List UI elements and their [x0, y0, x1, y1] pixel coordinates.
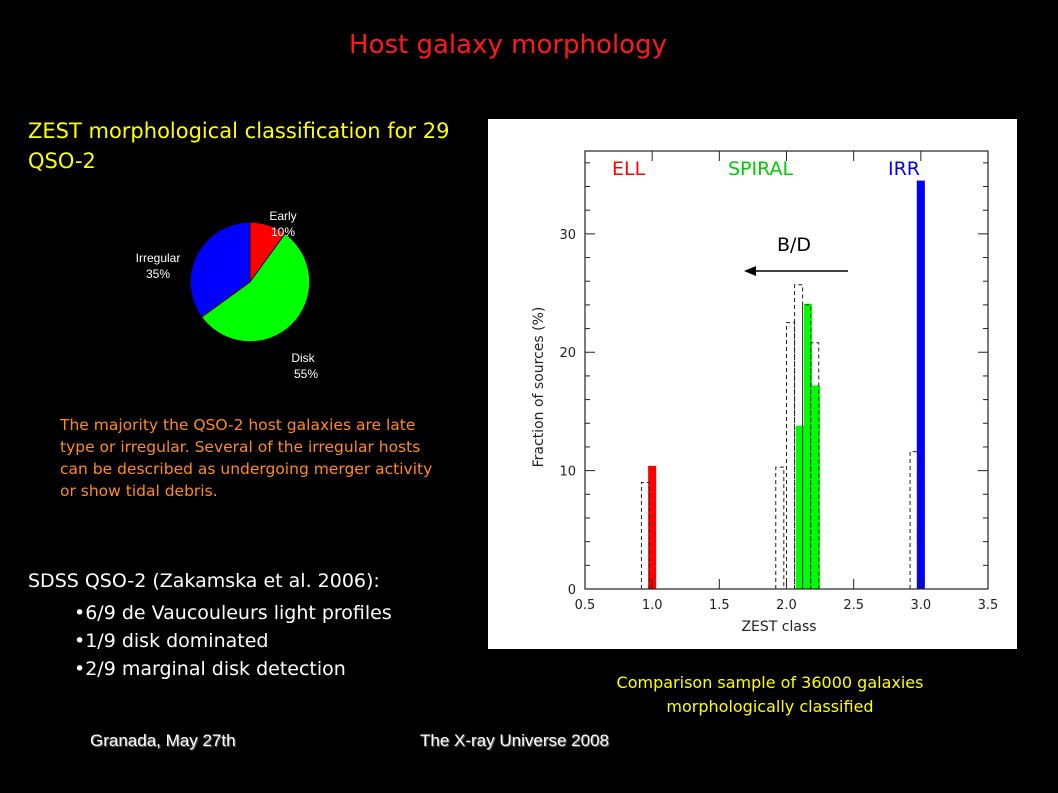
bar-filled	[916, 180, 925, 589]
slide-title: Host galaxy morphology	[349, 30, 667, 60]
bar-filled	[795, 425, 804, 589]
x-axis-label: ZEST class	[741, 619, 816, 635]
pie-percent-early: 10%	[271, 225, 295, 239]
bar-comparison	[786, 322, 796, 589]
zest-heading: ZEST morphological classification for 29…	[28, 119, 450, 173]
footer-location: Granada, May 27th	[90, 731, 236, 750]
list-item: 2/9 marginal disk detection	[74, 655, 392, 683]
bar-comparison	[794, 284, 804, 589]
list-item: 1/9 disk dominated	[74, 627, 392, 655]
pie-label-disk: Disk	[291, 351, 315, 365]
pie-label-early: Early	[269, 209, 296, 223]
pie-outline	[189, 221, 311, 343]
x-tick-label: 1.0	[642, 598, 663, 613]
x-tick-label: 0.5	[575, 598, 596, 613]
pie-label-irregular: Irregular	[136, 251, 181, 265]
list-item: 6/9 de Vaucouleurs light profiles	[74, 599, 392, 627]
bar-filled	[648, 465, 657, 589]
bd-label: B/D	[777, 234, 811, 256]
y-tick-label: 0	[568, 583, 576, 598]
pie-percent-irregular: 35%	[146, 267, 170, 281]
sdss-list: 6/9 de Vaucouleurs light profiles 1/9 di…	[74, 599, 392, 683]
y-tick-label: 10	[559, 465, 576, 480]
y-tick-label: 30	[559, 228, 576, 243]
pie-chart: Early 10% Irregular 35% Disk 55%	[136, 209, 319, 381]
x-tick-label: 2.0	[776, 598, 797, 613]
y-axis-label: Fraction of sources (%)	[531, 307, 547, 468]
x-tick-label: 2.5	[843, 598, 864, 613]
bar-comparison	[775, 466, 785, 589]
majority-text: The majority the QSO-2 host galaxies are…	[60, 416, 433, 500]
comparison-caption: Comparison sample of 36000 galaxies morp…	[616, 673, 924, 716]
x-tick-label: 3.5	[978, 598, 999, 613]
bar-filled	[812, 385, 821, 589]
sdss-heading: SDSS QSO-2 (Zakamska et al. 2006):	[28, 570, 380, 592]
bd-arrow	[744, 266, 848, 276]
class-label-ell: ELL	[612, 158, 646, 180]
footer-conference: The X-ray Universe 2008	[420, 731, 609, 750]
x-tick-label: 3.0	[910, 598, 931, 613]
histogram-panel: 0.5 1.0 1.5 2.0 2.5 3.0 3.5 0 10 20 30 ELL SPIRAL …	[488, 119, 1017, 649]
bar-comparison	[909, 451, 919, 589]
class-label-irr: IRR	[888, 158, 920, 180]
x-tick-label: 1.5	[709, 598, 730, 613]
class-label-spiral: SPIRAL	[728, 158, 794, 180]
pie-percent-disk: 55%	[294, 367, 318, 381]
y-tick-label: 20	[559, 346, 576, 361]
bar-filled	[803, 303, 813, 589]
